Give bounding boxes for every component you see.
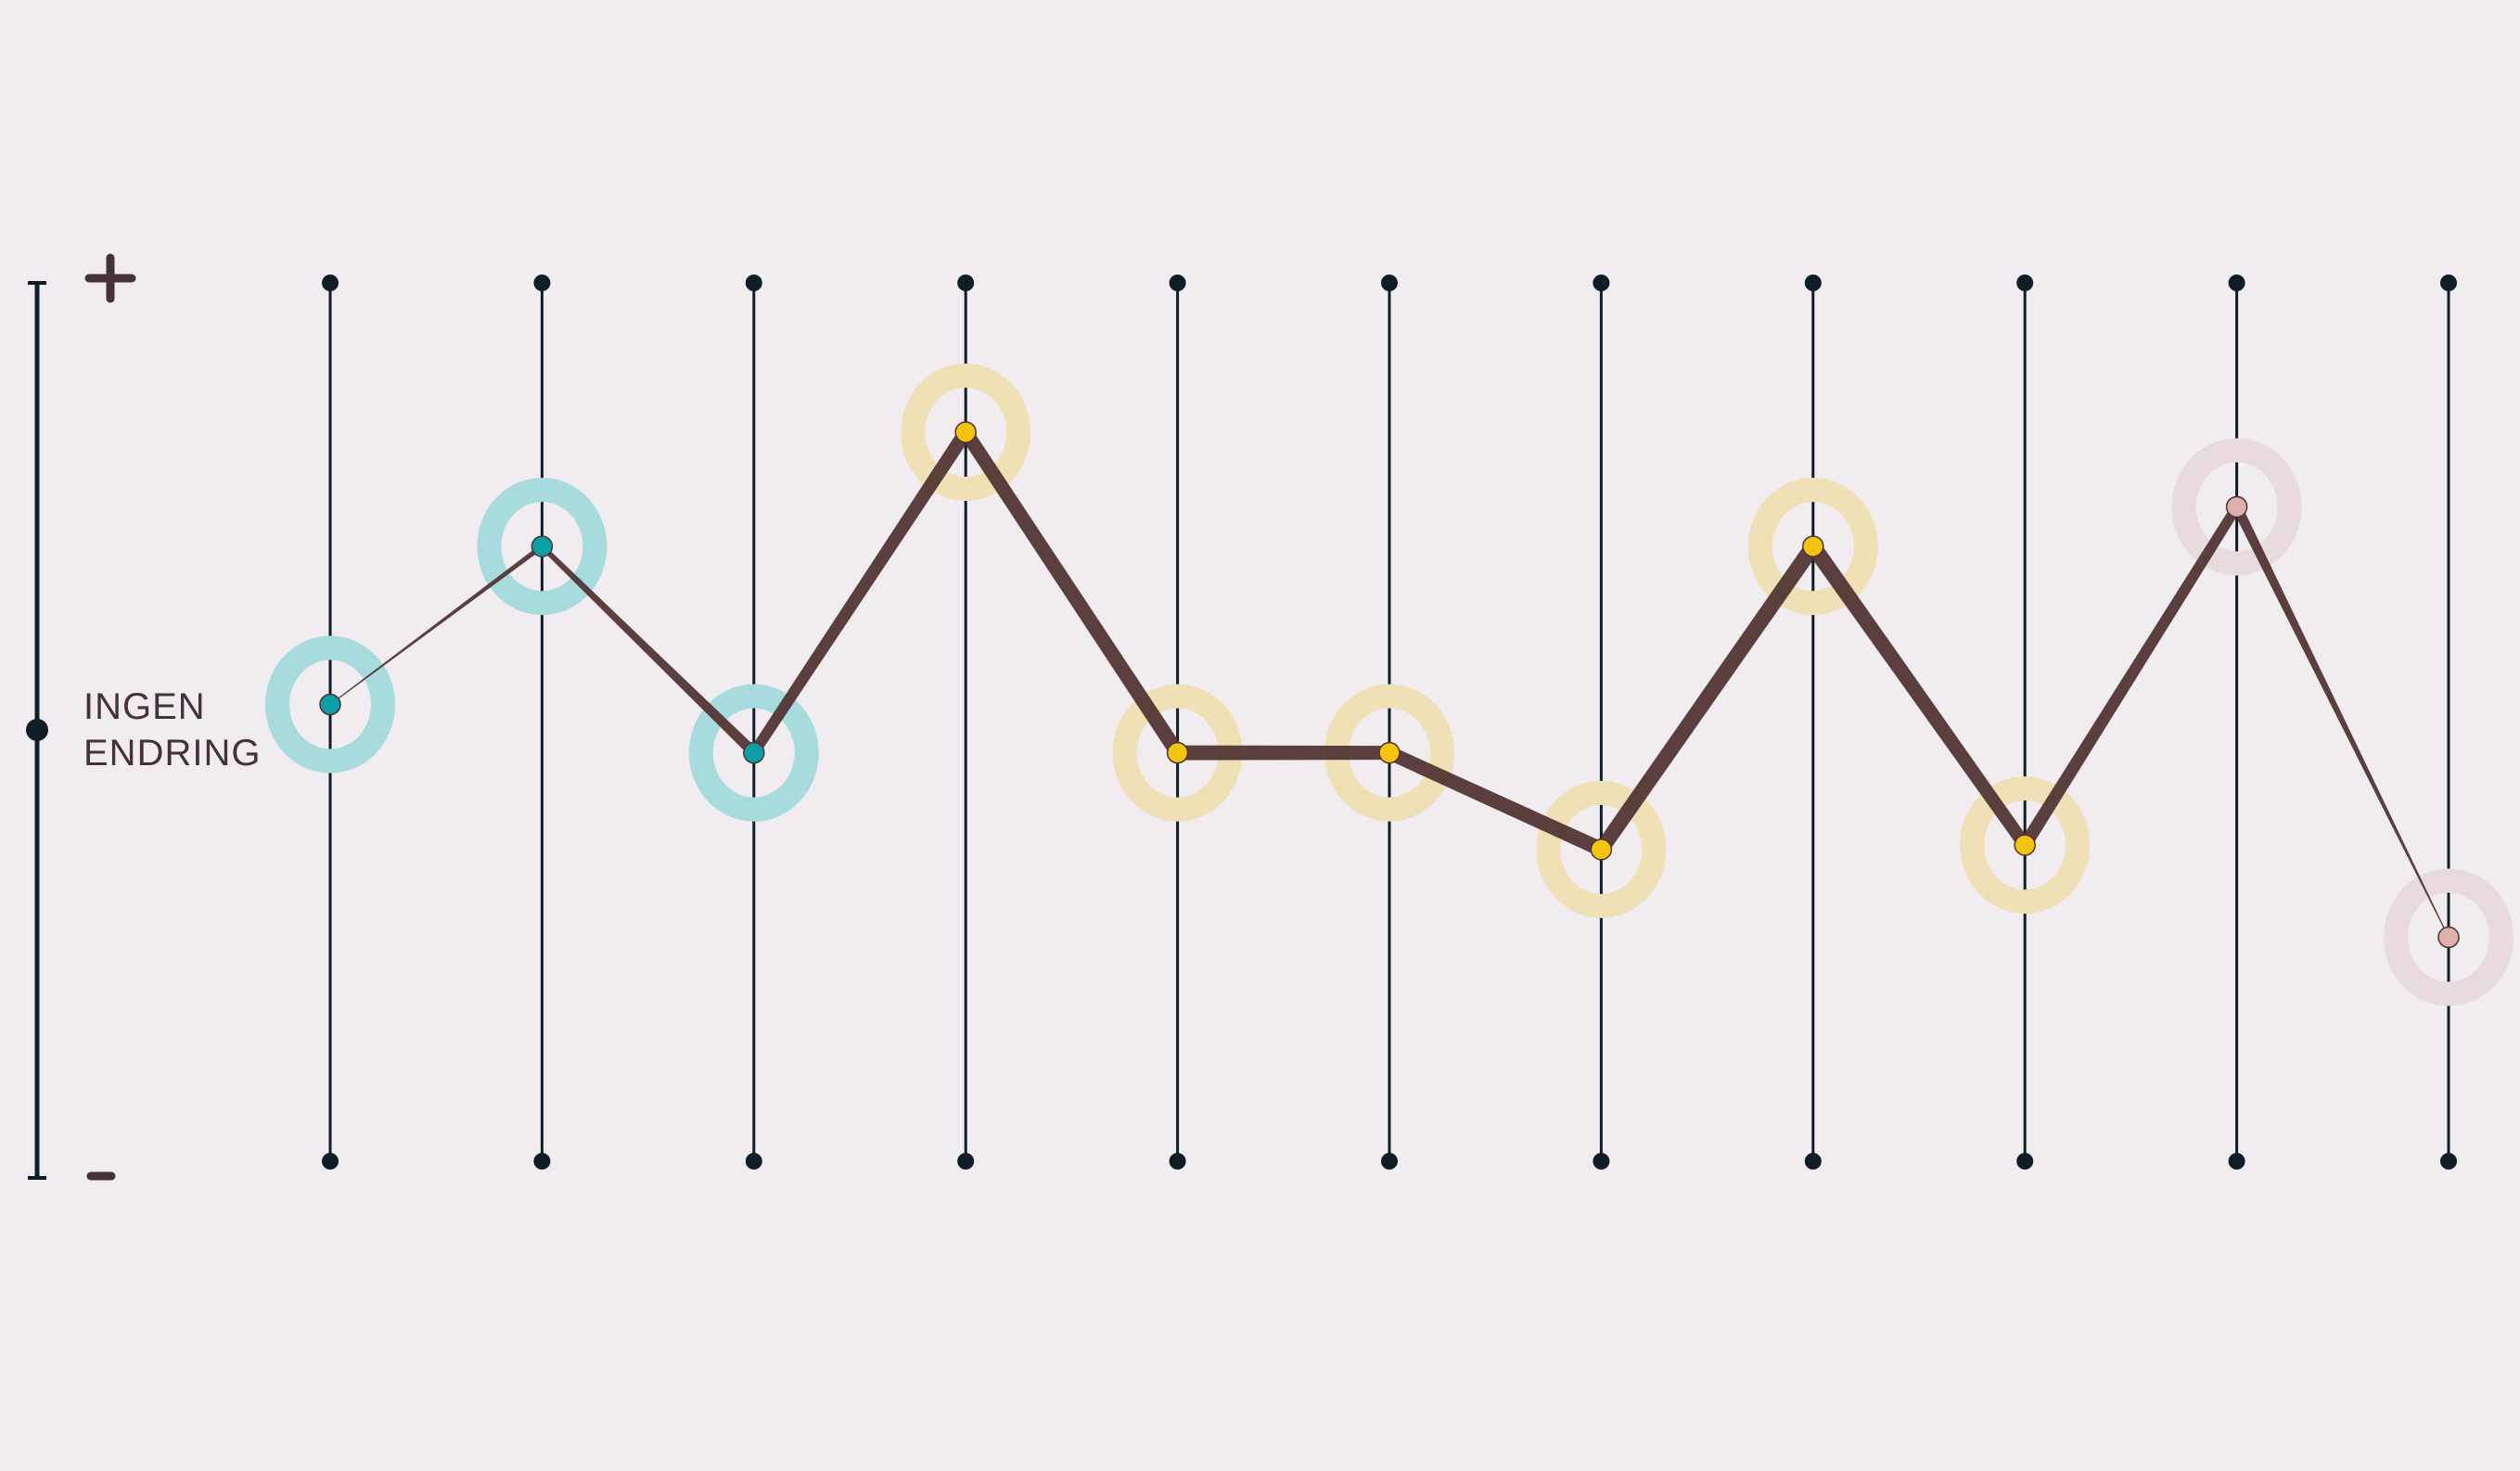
grid-line-top-dot-4 (957, 275, 975, 291)
scale-axis-baseline-dot (26, 719, 48, 741)
data-point-5 (1166, 741, 1189, 764)
data-point-6 (1378, 741, 1401, 764)
point-ring-3 (688, 684, 819, 822)
data-point-7 (1590, 838, 1613, 861)
grid-line-top-dot-9 (2016, 275, 2034, 291)
line-segment-7 (1594, 542, 1820, 854)
grid-line-top-dot-2 (533, 275, 551, 291)
data-point-2 (531, 535, 554, 557)
data-point-10 (2225, 495, 2248, 518)
grid-line-bottom-dot-2 (533, 1153, 551, 1170)
plus-sign-mark (84, 253, 136, 303)
data-point-1 (319, 693, 341, 716)
grid-line-bottom-dot-6 (1381, 1153, 1398, 1170)
line-segment-2 (540, 544, 758, 757)
grid-line-top-dot-7 (1593, 275, 1610, 291)
grid-line-bottom-dot-1 (322, 1153, 339, 1170)
line-segment-5 (1177, 745, 1389, 761)
point-ring-9 (1960, 776, 2091, 915)
grid-line-top-dot-10 (2228, 275, 2245, 291)
point-ring-8 (1747, 478, 1878, 616)
line-segment-1 (329, 544, 544, 705)
grid-line-bottom-dot-8 (1804, 1153, 1822, 1170)
line-segment-3 (749, 428, 972, 756)
baseline-label-line1: INGEN (83, 686, 206, 727)
point-ring-11 (2384, 868, 2514, 1006)
point-ring-4 (901, 363, 1031, 501)
line-segment-10 (2232, 505, 2450, 938)
grid-line-bottom-dot-3 (745, 1153, 762, 1170)
data-point-3 (743, 741, 765, 764)
line-segment-9 (2019, 504, 2242, 849)
grid-line-bottom-dot-5 (1169, 1153, 1186, 1170)
grid-line-top-dot-1 (322, 275, 339, 291)
grid-line-top-dot-8 (1804, 275, 1822, 291)
grid-line-top-dot-6 (1381, 275, 1398, 291)
grid-line-bottom-dot-9 (2016, 1153, 2034, 1170)
baseline-label-line2: ENDRING (83, 733, 261, 774)
grid-line-bottom-dot-11 (2440, 1153, 2457, 1170)
grid-line-top-dot-3 (745, 275, 762, 291)
scale-axis: INGEN ENDRING (26, 253, 261, 1181)
line-segment-6 (1386, 746, 1605, 857)
data-point-11 (2437, 926, 2460, 949)
point-ring-7 (1536, 780, 1667, 918)
data-point-4 (954, 421, 977, 443)
data-point-9 (2014, 834, 2036, 856)
point-ring-2 (477, 478, 608, 616)
grid-line-bottom-dot-10 (2228, 1153, 2245, 1170)
grid-line-bottom-dot-7 (1593, 1153, 1610, 1170)
line-segment-4 (959, 428, 1184, 758)
vertical-grid-lines (322, 275, 2457, 1170)
point-ring-1 (265, 635, 395, 774)
series-line (329, 428, 2450, 938)
grid-line-bottom-dot-4 (957, 1153, 975, 1170)
data-points (319, 421, 2460, 949)
data-point-8 (1802, 535, 1824, 557)
point-ring-10 (2171, 438, 2302, 576)
grid-line-top-dot-11 (2440, 275, 2457, 291)
grid-line-top-dot-5 (1169, 275, 1186, 291)
line-segment-8 (1806, 542, 2030, 850)
